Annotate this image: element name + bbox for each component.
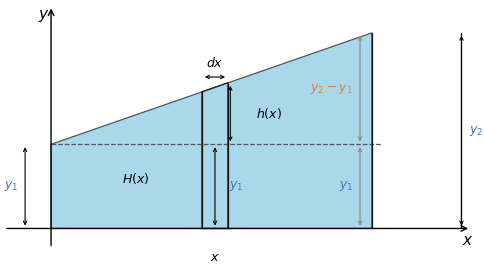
Text: $x$: $x$ — [461, 233, 472, 248]
Text: $x$: $x$ — [210, 251, 219, 264]
Text: $y_1$: $y_1$ — [338, 179, 352, 193]
Polygon shape — [201, 83, 227, 228]
Text: $y$: $y$ — [38, 8, 50, 24]
Polygon shape — [51, 33, 371, 228]
Text: $y_1$: $y_1$ — [3, 179, 18, 193]
Text: $H(x)$: $H(x)$ — [122, 171, 150, 186]
Text: $dx$: $dx$ — [206, 56, 223, 70]
Text: $y_1$: $y_1$ — [228, 179, 243, 193]
Text: $y_2-y_1$: $y_2-y_1$ — [309, 82, 352, 96]
Text: $y_2$: $y_2$ — [468, 124, 482, 138]
Text: $h(x)$: $h(x)$ — [256, 106, 282, 121]
